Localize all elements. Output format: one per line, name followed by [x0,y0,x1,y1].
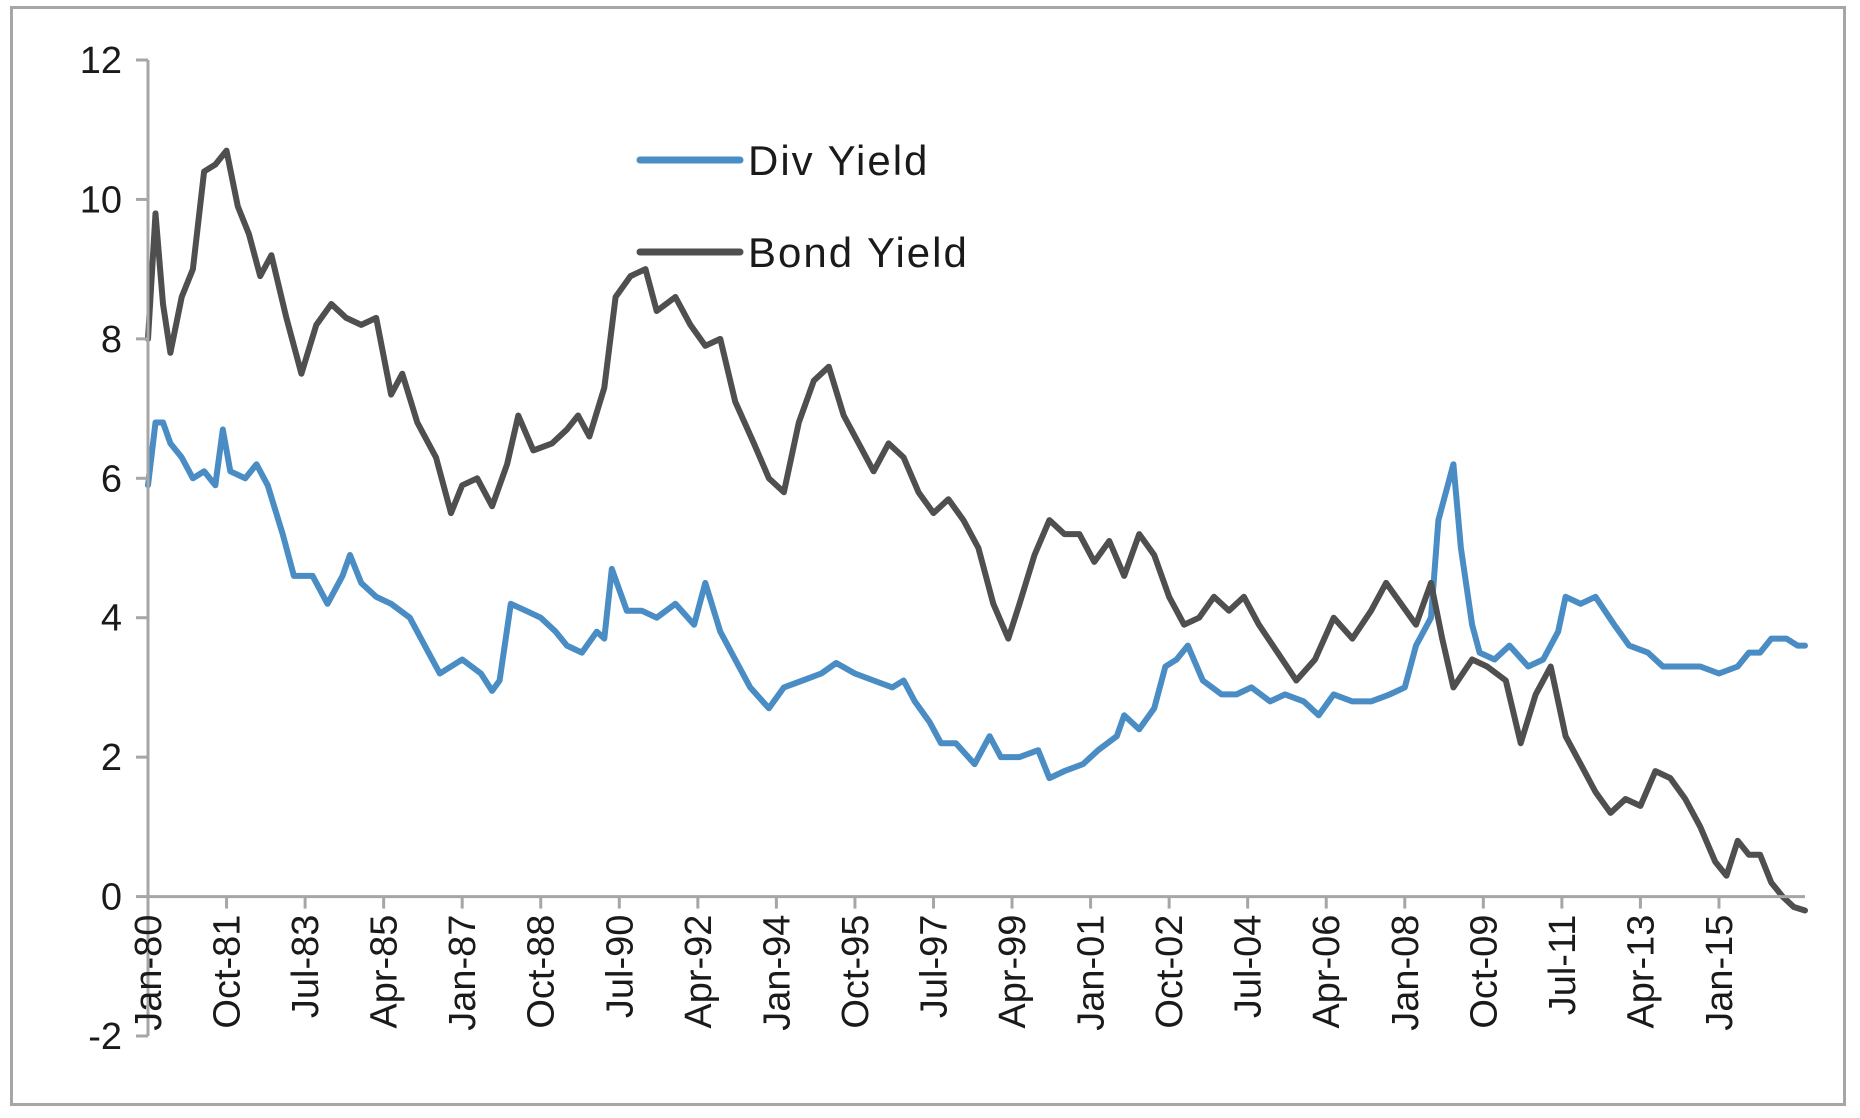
plot-lines [145,147,1808,914]
x-tick-label: Oct-95 [835,915,877,1029]
y-tick-label: 6 [101,458,122,500]
legend-label: Div Yield [748,137,929,184]
legend: Div Yield Bond Yield [636,137,969,276]
x-tick-label: Oct-09 [1463,915,1505,1029]
x-tick-label: Jul-83 [285,915,327,1019]
x-tick-label: Apr-92 [678,915,720,1029]
y-tick-label: 2 [101,737,122,779]
x-tick-label: Jul-97 [913,915,955,1019]
x-tick-label: Jan-08 [1385,915,1427,1031]
y-tick-label: 10 [80,179,122,221]
x-tick-label: Oct-02 [1149,915,1191,1029]
x-tick-label: Apr-99 [992,915,1034,1029]
x-tick-label: Jan-01 [1071,915,1113,1031]
x-tick-label: Oct-88 [521,915,563,1029]
legend-label: Bond Yield [748,229,969,276]
axes: -2 0 2 4 6 8 10 12 Jan-80 Oct-81 Jul-83 Apr-85 Jan-8… [80,40,1805,1058]
series-line-div-yield [145,419,1808,782]
x-tick-label: Jul-04 [1228,915,1270,1019]
x-tick-label: Jul-11 [1542,915,1584,1016]
x-tick-label: Apr-06 [1306,915,1348,1029]
y-tick-label: 12 [80,40,122,82]
x-tick-label: Jan-87 [442,915,484,1031]
series-line-bond-yield [145,147,1808,914]
chart-frame [10,6,1846,1106]
x-tick-label: Jul-90 [599,915,641,1019]
x-tick-label: Jan-94 [756,915,798,1031]
x-tick-label: Apr-85 [364,915,406,1029]
y-tick-label: 0 [101,877,122,919]
x-tick-label: Oct-81 [207,915,249,1029]
y-tick-label: -2 [88,1016,122,1058]
y-tick-label: 8 [101,319,122,361]
x-tick-label: Apr-13 [1620,915,1662,1029]
x-tick-label: Jan-80 [128,915,170,1031]
x-tick-label: Jan-15 [1699,915,1741,1031]
y-tick-label: 4 [101,598,122,640]
